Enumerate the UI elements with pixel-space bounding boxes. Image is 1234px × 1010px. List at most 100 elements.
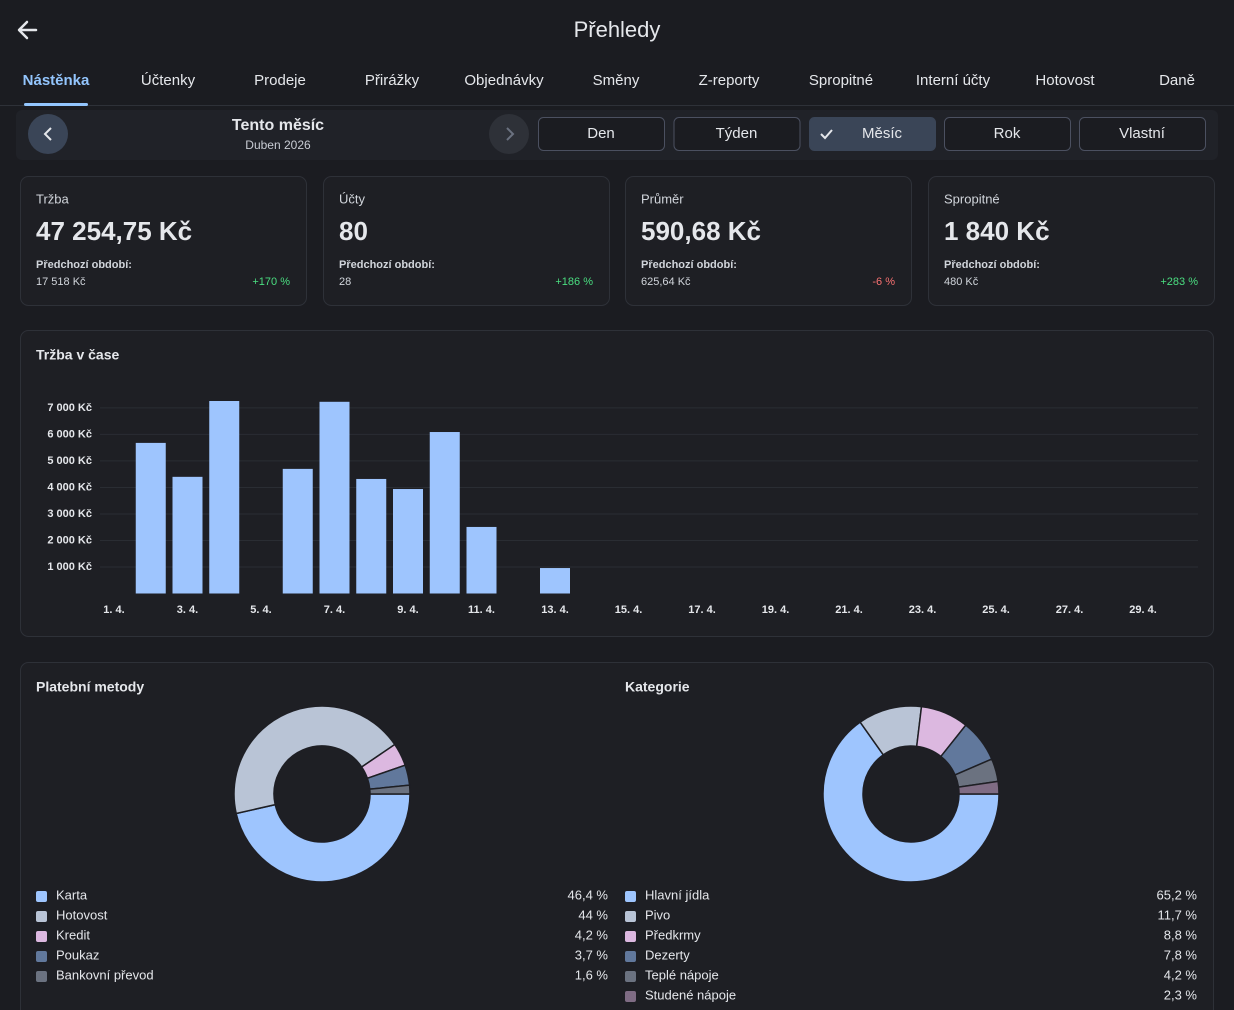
tab[interactable]: Interní účty <box>916 72 991 89</box>
bar <box>356 478 387 594</box>
legend-value: 11,7 % <box>1157 907 1197 922</box>
range-button-bg <box>673 117 801 151</box>
range-button[interactable]: Týden <box>673 117 801 151</box>
pie-slice <box>233 705 396 815</box>
legend-swatch <box>625 911 636 922</box>
range-button[interactable]: Rok <box>944 117 1071 151</box>
legend-label: Předkrmy <box>645 927 701 942</box>
kpi-value: 590,68 Kč <box>641 216 761 246</box>
bar <box>393 489 423 594</box>
kpi-cards: Tržba 47 254,75 Kč Předchozí období: 17 518… <box>20 176 1215 306</box>
range-button-bg <box>538 117 665 151</box>
kpi-value: 80 <box>339 216 368 246</box>
kpi-label: Spropitné <box>944 191 1000 206</box>
tab-label: Nástěnka <box>23 72 90 89</box>
range-button-bg <box>1079 117 1206 151</box>
check-icon <box>820 129 833 140</box>
tab[interactable]: Daně <box>1159 72 1195 89</box>
chart-title: Kategorie <box>625 679 690 695</box>
x-tick-label: 19. 4. <box>762 604 790 616</box>
legend-value: 4,2 % <box>1164 967 1198 982</box>
range-button-bg <box>809 117 936 151</box>
tab[interactable]: Prodeje <box>254 72 306 89</box>
kpi-card: Spropitné 1 840 Kč Předchozí období: 480 Kč… <box>928 176 1215 306</box>
legend-swatch <box>625 971 636 982</box>
tab[interactable]: Účtenky <box>141 72 196 89</box>
next-icon <box>506 127 515 141</box>
tab-label: Daně <box>1159 72 1195 89</box>
next-button-bg <box>489 114 529 154</box>
range-button[interactable]: Vlastní <box>1079 117 1206 151</box>
kpi-label: Účty <box>339 191 366 206</box>
x-tick-label: 11. 4. <box>468 604 495 616</box>
kpi-label: Tržba <box>36 191 70 206</box>
back-icon <box>17 20 38 40</box>
kpi-change: -6 % <box>872 276 895 288</box>
range-button[interactable]: Den <box>538 117 665 151</box>
kpi-card-bg <box>928 176 1215 306</box>
legend-value: 4,2 % <box>575 927 609 942</box>
range-button-label: Rok <box>994 125 1021 142</box>
range-button-label: Měsíc <box>862 125 903 142</box>
kpi-previous-value: 625,64 Kč <box>641 276 691 288</box>
tab[interactable]: Z-reporty <box>699 72 760 89</box>
legend-label: Hotovost <box>56 907 108 922</box>
x-tick-label: 27. 4. <box>1056 604 1084 616</box>
chart-title: Tržba v čase <box>36 347 119 363</box>
kpi-change: +283 % <box>1160 276 1198 288</box>
y-tick-label: 7 000 Kč <box>47 402 92 414</box>
range-button-bg <box>944 117 1071 151</box>
legend-label: Hlavní jídla <box>645 887 710 902</box>
x-tick-label: 23. 4. <box>909 604 937 616</box>
bar <box>135 442 166 594</box>
tab-label: Hotovost <box>1035 72 1095 89</box>
x-tick-label: 7. 4. <box>324 604 345 616</box>
revenue-chart: Tržba v čase 1 000 Kč 2 000 Kč 3 000 Kč 4 00… <box>36 347 1198 616</box>
pie-slice <box>368 784 411 795</box>
bar <box>540 568 570 594</box>
kpi-previous-value: 480 Kč <box>944 276 979 288</box>
tab-label: Prodeje <box>254 72 306 89</box>
kpi-value: 1 840 Kč <box>944 216 1050 246</box>
legend-value: 44 % <box>578 907 608 922</box>
x-tick-label: 13. 4. <box>541 604 569 616</box>
kpi-value: 47 254,75 Kč <box>36 216 192 246</box>
bar <box>429 432 460 594</box>
legend-value: 46,4 % <box>568 887 609 902</box>
category-chart: Kategorie Hlavní jídla 65,2 % Pivo 11,7 % Pře… <box>625 679 1198 1002</box>
range-button[interactable]: Měsíc <box>809 117 936 151</box>
tab[interactable]: Přirážky <box>365 72 420 89</box>
tab[interactable]: Směny <box>593 72 640 89</box>
legend-swatch <box>36 891 47 902</box>
kpi-previous-label: Předchozí období: <box>641 259 737 271</box>
next-period-button[interactable] <box>489 114 529 154</box>
tab[interactable]: Spropitné <box>809 72 873 89</box>
tab[interactable]: Hotovost <box>1035 72 1095 89</box>
range-button-label: Vlastní <box>1119 125 1166 142</box>
back-button[interactable] <box>17 20 38 40</box>
legend-label: Poukaz <box>56 947 99 962</box>
period-subtitle: Duben 2026 <box>245 138 311 152</box>
kpi-card-bg <box>323 176 610 306</box>
legend-swatch <box>625 931 636 942</box>
legend-label: Studené nápoje <box>645 987 736 1002</box>
legend-swatch <box>625 951 636 962</box>
tab[interactable]: Objednávky <box>464 72 544 89</box>
kpi-card-bg <box>20 176 307 306</box>
legend-value: 2,3 % <box>1164 987 1198 1002</box>
prev-icon <box>43 127 52 141</box>
legend-value: 3,7 % <box>575 947 609 962</box>
period-title: Tento měsíc <box>232 117 324 134</box>
legend-swatch <box>36 951 47 962</box>
legend-value: 7,8 % <box>1164 947 1198 962</box>
tab-label: Směny <box>593 72 640 89</box>
legend-swatch <box>625 891 636 902</box>
legend-swatch <box>36 931 47 942</box>
y-tick-label: 1 000 Kč <box>47 561 92 573</box>
legend-label: Kredit <box>56 927 90 942</box>
tab[interactable]: Nástěnka <box>23 72 90 106</box>
bar <box>466 526 497 594</box>
pie-slice <box>235 793 411 883</box>
tab-label: Přirážky <box>365 72 420 89</box>
prev-period-button[interactable] <box>28 114 68 154</box>
